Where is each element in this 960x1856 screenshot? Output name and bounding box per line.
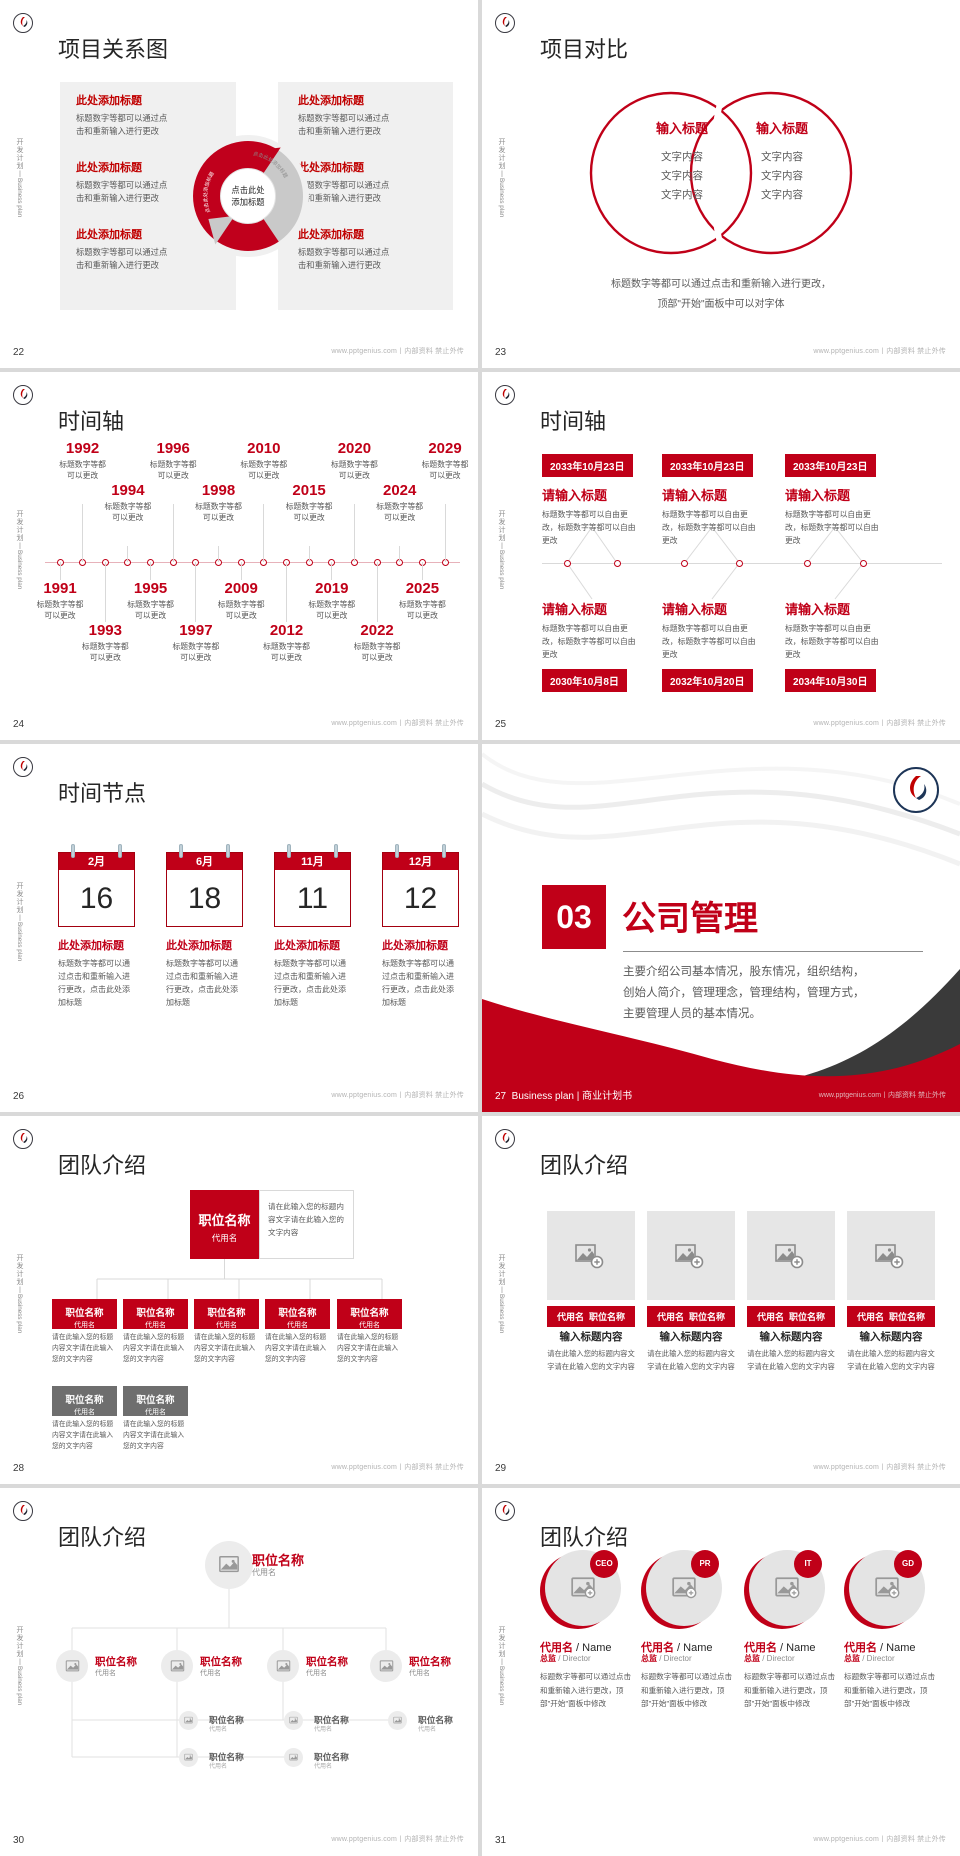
svg-text:添加标题: 添加标题 (231, 197, 264, 207)
svg-text:点击此处: 点击此处 (231, 185, 264, 195)
